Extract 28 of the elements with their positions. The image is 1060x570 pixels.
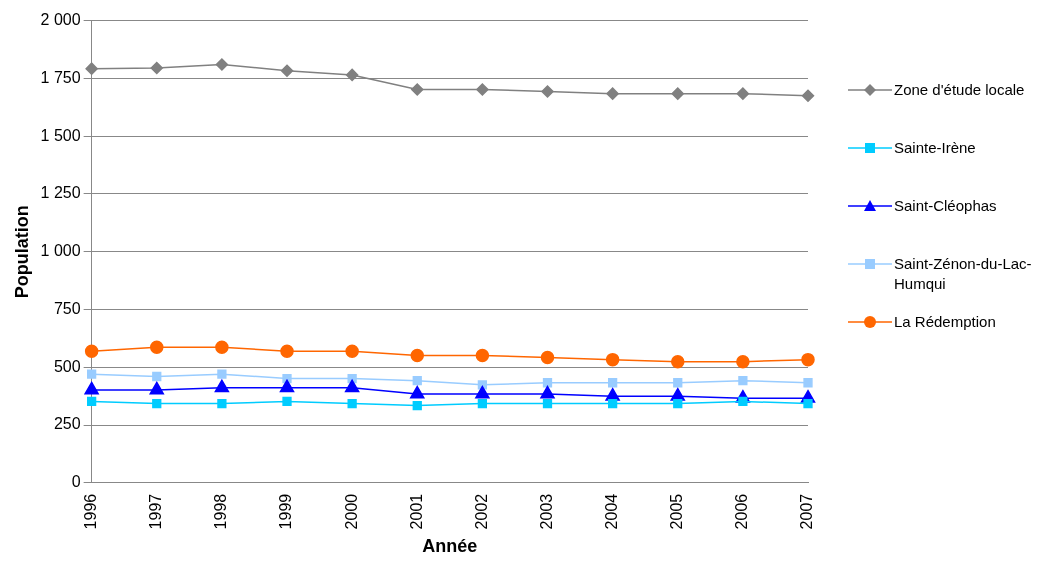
x-tick-label: 2004 xyxy=(603,493,621,530)
y-tick-label: 1 750 xyxy=(40,68,81,86)
y-axis-title: Population xyxy=(11,205,32,299)
x-tick-label: 2006 xyxy=(733,493,751,530)
y-tick-label: 2 000 xyxy=(40,11,81,29)
x-tick-label: 1997 xyxy=(147,493,165,530)
x-tick-label: 2005 xyxy=(668,493,686,530)
y-tick-label: 1 000 xyxy=(40,242,81,260)
x-axis-title: Année xyxy=(422,536,478,557)
x-tick-label: 1999 xyxy=(277,493,295,530)
legend-label: La Rédemption xyxy=(894,312,996,332)
legend-label: Saint-Cléophas xyxy=(894,196,997,216)
legend-label: Zone d'étude locale xyxy=(894,80,1025,100)
x-tick-label: 2002 xyxy=(472,493,490,530)
y-tick-label: 1 250 xyxy=(40,184,81,202)
x-tick-label: 1998 xyxy=(212,493,230,530)
x-tick-label: 1996 xyxy=(82,493,100,530)
legend-label: Sainte-Irène xyxy=(894,138,976,158)
y-tick-label: 1 500 xyxy=(40,126,81,144)
y-tick-label: 750 xyxy=(53,299,81,317)
y-tick-label: 500 xyxy=(53,357,81,375)
legend-label: Saint-Zénon-du-Lac-Humqui xyxy=(894,254,1033,294)
x-tick-label: 2007 xyxy=(798,493,816,530)
x-tick-label: 2003 xyxy=(537,493,555,530)
x-tick-label: 2001 xyxy=(407,493,425,530)
x-tick-label: 2000 xyxy=(342,493,360,530)
y-tick-label: 0 xyxy=(71,473,81,491)
y-tick-label: 250 xyxy=(53,415,81,433)
